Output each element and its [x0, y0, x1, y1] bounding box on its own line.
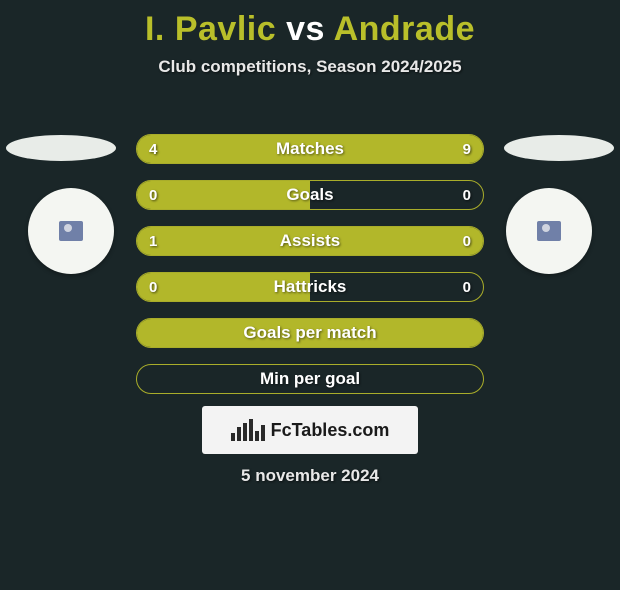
stat-row: Goals per match	[136, 318, 484, 348]
subtitle: Club competitions, Season 2024/2025	[0, 57, 620, 77]
stat-label: Matches	[137, 135, 483, 163]
stat-row: Matches4 9	[136, 134, 484, 164]
comparison-title: I. Pavlic vs Andrade	[0, 10, 620, 49]
avatar-placeholder-icon	[59, 221, 83, 241]
stat-label: Min per goal	[137, 365, 483, 393]
stat-value-left: 0	[149, 273, 157, 301]
stats-container: Matches49Goals00Assists10Hattricks00Goal…	[136, 134, 484, 410]
player1-name: I. Pavlic	[145, 10, 276, 48]
vs-text: vs	[286, 10, 325, 48]
stat-label: Hattricks	[137, 273, 483, 301]
stat-row: Min per goal	[136, 364, 484, 394]
player1-avatar	[28, 188, 114, 274]
watermark-bar	[237, 427, 241, 441]
date-label: 5 november 2024	[0, 466, 620, 486]
stat-value-left: 0	[149, 181, 157, 209]
avatar-placeholder-icon	[537, 221, 561, 241]
stat-value-left: 1	[149, 227, 157, 255]
watermark-bar	[255, 431, 259, 441]
player2-name: Andrade	[334, 10, 475, 48]
watermark-bar	[243, 423, 247, 441]
stat-label: Goals	[137, 181, 483, 209]
watermark-bar	[231, 433, 235, 441]
stat-value-right: 0	[463, 273, 471, 301]
stat-row: Hattricks0 0	[136, 272, 484, 302]
stat-value-right: 0	[463, 181, 471, 209]
decor-ellipse-left	[6, 135, 116, 161]
watermark-bars-icon	[231, 419, 265, 441]
stat-value-right: 9	[463, 135, 471, 163]
stat-row: Assists1 0	[136, 226, 484, 256]
watermark-bar	[261, 425, 265, 441]
watermark: FcTables.com	[202, 406, 418, 454]
player2-avatar	[506, 188, 592, 274]
watermark-text: FcTables.com	[271, 420, 390, 441]
decor-ellipse-right	[504, 135, 614, 161]
stat-label: Goals per match	[137, 319, 483, 347]
stat-value-left: 4	[149, 135, 157, 163]
stat-label: Assists	[137, 227, 483, 255]
stat-row: Goals0 0	[136, 180, 484, 210]
watermark-bar	[249, 419, 253, 441]
stat-value-right: 0	[463, 227, 471, 255]
